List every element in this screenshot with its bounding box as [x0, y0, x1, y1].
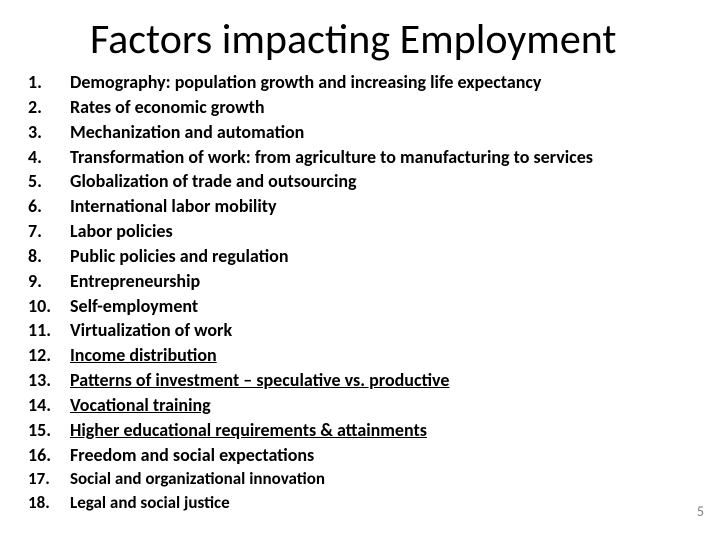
list-item-number: 16.	[28, 443, 70, 468]
list-item-text: Vocational training	[70, 393, 211, 418]
list-item-number: 9.	[28, 269, 70, 294]
list-item-number: 14.	[28, 393, 70, 418]
list-item-number: 13.	[28, 368, 70, 393]
list-item: 16.Freedom and social expectations	[28, 443, 720, 468]
list-item-number: 5.	[28, 169, 70, 194]
page-number: 5	[697, 503, 704, 520]
list-item-text: Rates of economic growth	[70, 95, 265, 120]
list-item: 13.Patterns of investment – speculative …	[28, 368, 720, 393]
factors-list: 1.Demography: population growth and incr…	[0, 66, 720, 514]
list-item-number: 3.	[28, 120, 70, 145]
list-item-text: Mechanization and automation	[70, 120, 304, 145]
list-item-number: 15.	[28, 418, 70, 443]
list-item-text: Self-employment	[70, 294, 198, 319]
list-item-text: International labor mobility	[70, 194, 277, 219]
list-item-text: Public policies and regulation	[70, 244, 289, 269]
list-item-text: Patterns of investment – speculative vs.…	[70, 368, 449, 393]
list-item-text: Social and organizational innovation	[70, 467, 325, 490]
list-item-number: 1.	[28, 70, 70, 95]
list-item: 17.Social and organizational innovation	[28, 467, 720, 490]
list-item-number: 11.	[28, 318, 70, 343]
list-item: 6.International labor mobility	[28, 194, 720, 219]
page-title: Factors impacting Employment	[0, 0, 720, 66]
list-item-number: 18.	[28, 491, 70, 514]
list-item-text: Virtualization of work	[70, 318, 232, 343]
list-item-text: Higher educational requirements & attain…	[70, 418, 427, 443]
list-item: 9.Entrepreneurship	[28, 269, 720, 294]
list-item: 1.Demography: population growth and incr…	[28, 70, 720, 95]
list-item-number: 6.	[28, 194, 70, 219]
list-item: 3.Mechanization and automation	[28, 120, 720, 145]
list-item-number: 17.	[28, 467, 70, 490]
list-item: 8.Public policies and regulation	[28, 244, 720, 269]
list-item: 7.Labor policies	[28, 219, 720, 244]
list-item-number: 7.	[28, 219, 70, 244]
list-item-number: 10.	[28, 294, 70, 319]
list-item-number: 12.	[28, 343, 70, 368]
list-item: 14.Vocational training	[28, 393, 720, 418]
list-item-text: Transformation of work: from agriculture…	[70, 145, 593, 170]
list-item-text: Labor policies	[70, 219, 173, 244]
list-item: 11.Virtualization of work	[28, 318, 720, 343]
list-item-text: Income distribution	[70, 343, 217, 368]
list-item-text: Entrepreneurship	[70, 269, 200, 294]
list-item-text: Legal and social justice	[70, 491, 230, 514]
list-item-number: 2.	[28, 95, 70, 120]
list-item: 15.Higher educational requirements & att…	[28, 418, 720, 443]
list-item-number: 4.	[28, 145, 70, 170]
list-item: 12.Income distribution	[28, 343, 720, 368]
list-item-text: Demography: population growth and increa…	[70, 70, 541, 95]
list-item: 18.Legal and social justice	[28, 491, 720, 514]
list-item: 2.Rates of economic growth	[28, 95, 720, 120]
list-item: 5.Globalization of trade and outsourcing	[28, 169, 720, 194]
list-item-text: Freedom and social expectations	[70, 443, 314, 468]
slide: Factors impacting Employment 1.Demograph…	[0, 0, 720, 540]
list-item: 10.Self-employment	[28, 294, 720, 319]
list-item-number: 8.	[28, 244, 70, 269]
list-item-text: Globalization of trade and outsourcing	[70, 169, 357, 194]
list-item: 4.Transformation of work: from agricultu…	[28, 145, 720, 170]
